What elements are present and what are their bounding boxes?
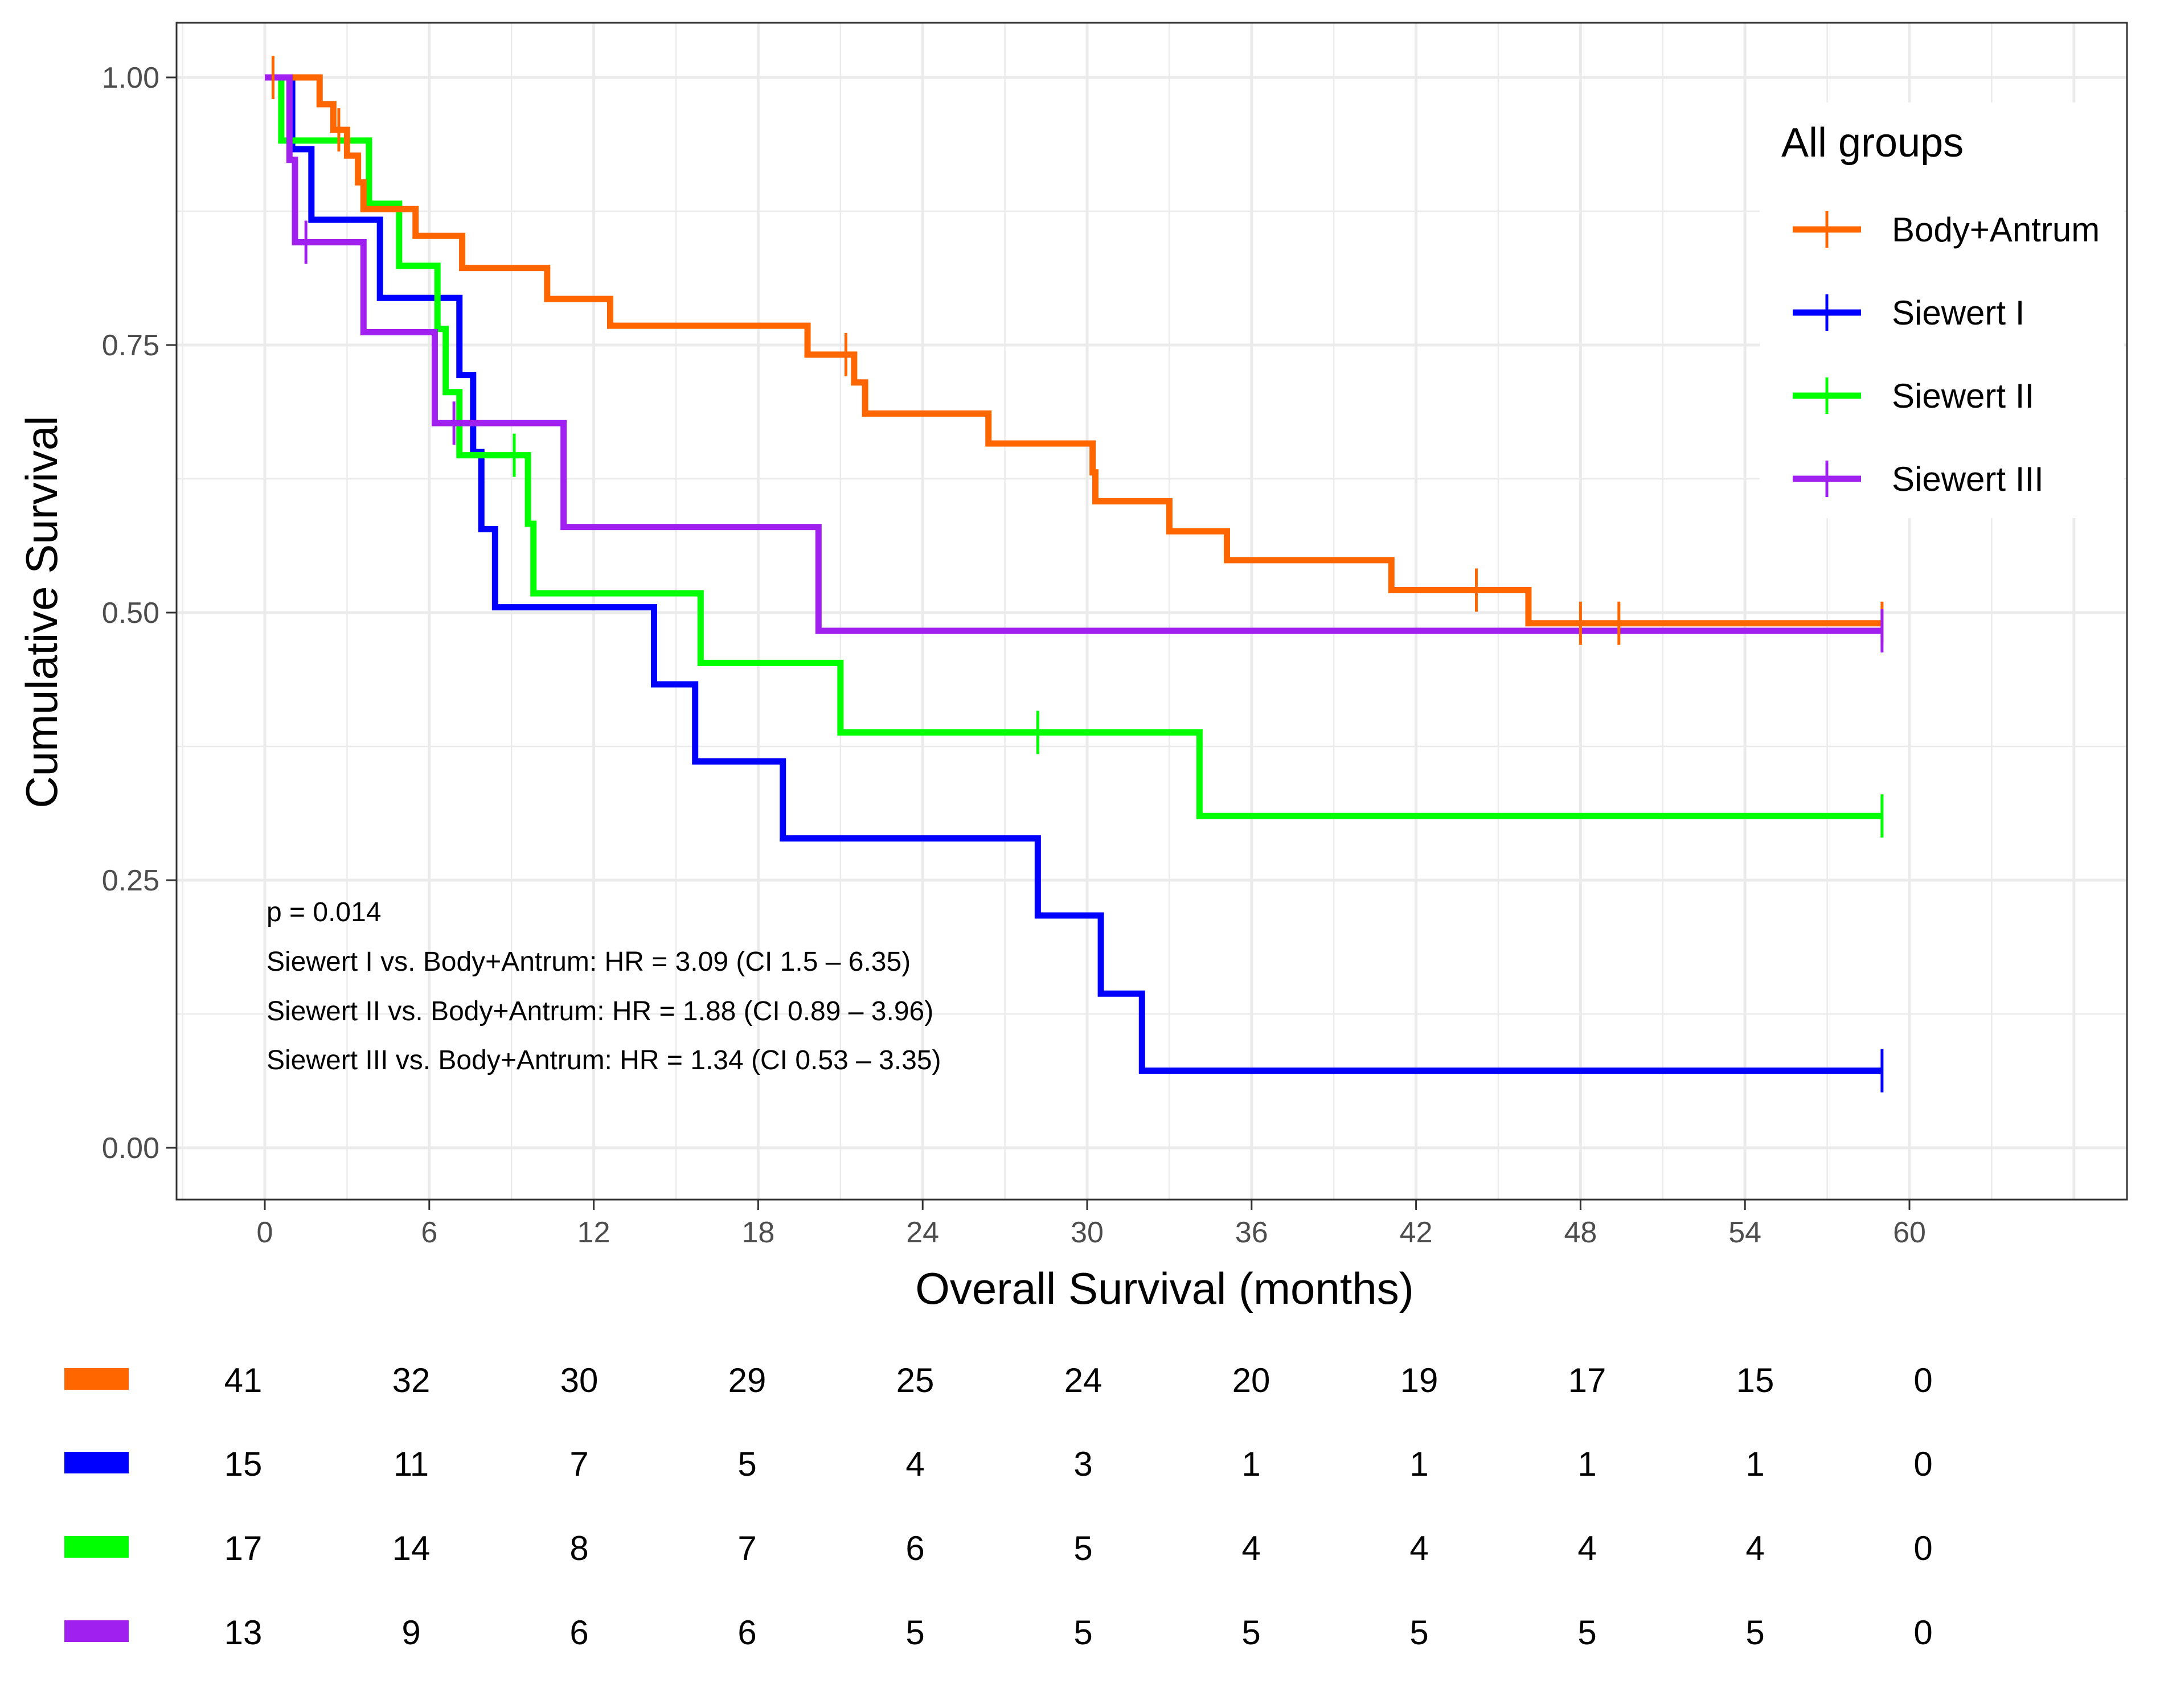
risk-table-cell: 5 xyxy=(737,1445,756,1483)
x-tick-label: 18 xyxy=(741,1216,774,1249)
y-tick-label: 0.75 xyxy=(102,329,159,362)
risk-table-color-key xyxy=(64,1368,129,1390)
survival-curves xyxy=(265,74,1882,1074)
risk-table-cell: 20 xyxy=(1232,1361,1270,1399)
risk-table-cell: 1 xyxy=(1577,1445,1596,1483)
curve-siewert-i xyxy=(265,74,1882,1074)
risk-table-cell: 32 xyxy=(392,1361,431,1399)
x-tick-label: 42 xyxy=(1400,1216,1433,1249)
risk-table-color-key xyxy=(64,1452,129,1473)
risk-table-cell: 17 xyxy=(224,1529,263,1567)
risk-table-cell: 4 xyxy=(1577,1529,1596,1567)
risk-table-cell: 6 xyxy=(737,1613,756,1652)
y-tick-label: 0.50 xyxy=(102,597,159,630)
risk-table-cell: 17 xyxy=(1568,1361,1606,1399)
risk-table: 41 32 30 29 25 24 20 19 17 15 015 11 7 5 4 3 1 1 1 1 017 14 8 7… xyxy=(64,1361,1933,1652)
risk-table-cell: 7 xyxy=(737,1529,756,1567)
risk-table-cell: 41 xyxy=(224,1361,263,1399)
x-axis: 0 6 12 18 24 30 36 42 48 54 60 xyxy=(257,1200,1926,1249)
risk-table-cell: 24 xyxy=(1064,1361,1103,1399)
risk-table-cell: 1 xyxy=(1745,1445,1764,1483)
legend-items: Body+Antrum Siewert I Siewert II Siewert II… xyxy=(1793,211,2100,498)
risk-table-cell: 4 xyxy=(1241,1529,1260,1567)
risk-table-cell: 4 xyxy=(1409,1529,1428,1567)
risk-table-cell: 25 xyxy=(896,1361,935,1399)
risk-table-cell: 14 xyxy=(392,1529,431,1567)
annotation-block: p = 0.014 Siewert I vs. Body+Antrum: HR … xyxy=(267,897,941,1075)
risk-table-cell: 5 xyxy=(1745,1613,1764,1652)
annotation-p-value: p = 0.014 xyxy=(267,897,382,927)
risk-table-cell: 9 xyxy=(401,1613,420,1652)
risk-table-cell: 6 xyxy=(569,1613,588,1652)
risk-table-cell: 15 xyxy=(224,1445,263,1483)
legend: All groups Body+Antrum Siewert I Siewert I… xyxy=(1760,102,2124,518)
annotation-hr-siewert-ii: Siewert II vs. Body+Antrum: HR = 1.88 (C… xyxy=(267,996,933,1027)
x-tick-label: 0 xyxy=(257,1216,273,1249)
risk-table-cell: 0 xyxy=(1913,1445,1932,1483)
legend-label: Siewert III xyxy=(1892,460,2044,498)
risk-table-cell: 5 xyxy=(1409,1613,1428,1652)
risk-table-cell: 5 xyxy=(1241,1613,1260,1652)
y-tick-label: 1.00 xyxy=(102,61,159,95)
x-tick-label: 12 xyxy=(577,1216,610,1249)
risk-table-cell: 5 xyxy=(1073,1613,1092,1652)
risk-table-cell: 0 xyxy=(1913,1613,1932,1652)
risk-table-color-key xyxy=(64,1620,129,1642)
x-tick-label: 54 xyxy=(1728,1216,1761,1249)
risk-table-cell: 19 xyxy=(1400,1361,1438,1399)
x-axis-title: Overall Survival (months) xyxy=(915,1263,1414,1313)
plot-panel-border xyxy=(175,22,2128,1201)
risk-table-cell: 11 xyxy=(394,1445,429,1483)
risk-table-cell: 4 xyxy=(905,1445,924,1483)
annotation-hr-siewert-i: Siewert I vs. Body+Antrum: HR = 3.09 (CI… xyxy=(267,947,911,977)
risk-table-cell: 30 xyxy=(560,1361,599,1399)
annotation-hr-siewert-iii: Siewert III vs. Body+Antrum: HR = 1.34 (… xyxy=(267,1045,941,1075)
risk-table-cell: 8 xyxy=(569,1529,588,1567)
legend-label: Siewert I xyxy=(1892,294,2024,332)
y-axis: 0.00 0.25 0.50 0.75 1.00 xyxy=(102,61,177,1165)
risk-table-cell: 13 xyxy=(224,1613,263,1652)
legend-title: All groups xyxy=(1781,120,1964,166)
x-tick-label: 24 xyxy=(906,1216,939,1249)
risk-table-cell: 1 xyxy=(1241,1445,1260,1483)
risk-table-cell: 15 xyxy=(1736,1361,1774,1399)
curve-body-antrum xyxy=(265,74,1882,627)
risk-table-cell: 5 xyxy=(1577,1613,1596,1652)
legend-label: Siewert II xyxy=(1892,377,2034,415)
curve-siewert-iii xyxy=(265,74,1882,634)
risk-table-cell: 3 xyxy=(1073,1445,1092,1483)
legend-label: Body+Antrum xyxy=(1892,211,2100,249)
risk-table-cell: 0 xyxy=(1913,1361,1932,1399)
risk-table-cell: 7 xyxy=(569,1445,588,1483)
x-tick-label: 60 xyxy=(1893,1216,1926,1249)
y-tick-label: 0.25 xyxy=(102,864,159,897)
risk-table-color-key xyxy=(64,1536,129,1558)
x-tick-label: 30 xyxy=(1071,1216,1104,1249)
x-tick-label: 6 xyxy=(421,1216,437,1249)
risk-table-cell: 29 xyxy=(728,1361,767,1399)
risk-table-cell: 4 xyxy=(1745,1529,1764,1567)
x-tick-label: 48 xyxy=(1564,1216,1597,1249)
risk-table-cell: 5 xyxy=(1073,1529,1092,1567)
censor-marks xyxy=(271,56,1884,1093)
y-axis-title: Cumulative Survival xyxy=(17,416,67,808)
risk-table-cell: 5 xyxy=(905,1613,924,1652)
risk-table-cell: 0 xyxy=(1913,1529,1932,1567)
y-tick-label: 0.00 xyxy=(102,1132,159,1165)
risk-table-cell: 6 xyxy=(905,1529,924,1567)
risk-table-cell: 1 xyxy=(1409,1445,1428,1483)
x-tick-label: 36 xyxy=(1235,1216,1268,1249)
